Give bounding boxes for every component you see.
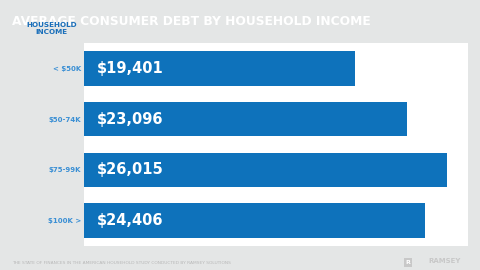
Text: $26,015: $26,015	[96, 162, 163, 177]
Bar	[84, 203, 425, 238]
Text: RAMSEY: RAMSEY	[429, 258, 461, 264]
Text: THE STATE OF FINANCES IN THE AMERICAN HOUSEHOLD STUDY CONDUCTED BY RAMSEY SOLUTI: THE STATE OF FINANCES IN THE AMERICAN HO…	[12, 261, 231, 265]
Text: R: R	[406, 260, 410, 265]
Text: HOUSEHOLD
INCOME: HOUSEHOLD INCOME	[26, 22, 77, 35]
Bar	[84, 102, 407, 136]
Text: $23,096: $23,096	[96, 112, 163, 127]
Bar	[84, 153, 447, 187]
Text: $24,406: $24,406	[96, 213, 163, 228]
Text: AVERAGE CONSUMER DEBT BY HOUSEHOLD INCOME: AVERAGE CONSUMER DEBT BY HOUSEHOLD INCOM…	[12, 15, 371, 28]
Text: $19,401: $19,401	[96, 61, 163, 76]
Bar	[84, 51, 355, 86]
